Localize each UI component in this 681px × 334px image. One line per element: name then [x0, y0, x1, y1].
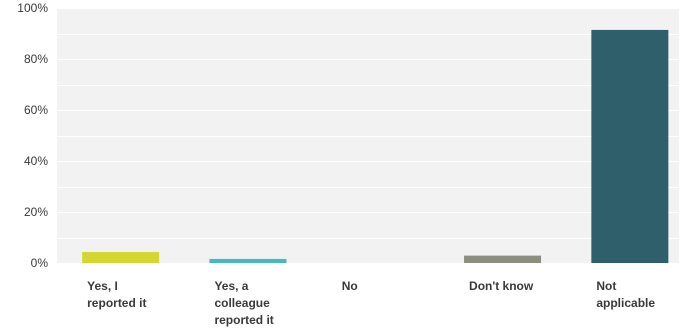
bars [82, 29, 669, 264]
y-tick-label: 60% [24, 103, 48, 117]
y-tick-label: 100% [17, 1, 48, 15]
x-tick-label-line: Don't know [469, 279, 534, 293]
bar [209, 258, 287, 263]
x-tick-label-line: applicable [596, 296, 655, 310]
bar [82, 252, 160, 263]
x-tick-label: No [342, 279, 358, 293]
x-tick-label-line: reported it [87, 296, 146, 310]
plot-area [57, 8, 679, 263]
x-tick-label-line: Yes, a [214, 279, 248, 293]
x-tick-label: Don't know [469, 279, 534, 293]
y-axis-ticks: 0% 20% 40% 60% 80% 100% [17, 1, 48, 270]
x-tick-label-line: Not [596, 279, 616, 293]
x-tick-label-line: reported it [214, 313, 273, 327]
x-axis-ticks: Yes, I reported it Yes, a colleague reported… [87, 279, 655, 327]
y-tick-label: 40% [24, 154, 48, 168]
y-tick-label: 0% [31, 256, 49, 270]
x-tick-label-line: Yes, I [87, 279, 118, 293]
x-tick-label-line: colleague [214, 296, 270, 310]
gridlines [57, 8, 679, 264]
x-tick-label: Not applicable [596, 279, 655, 310]
x-tick-label: Yes, a colleague reported it [214, 279, 273, 327]
y-tick-label: 20% [24, 205, 48, 219]
x-tick-label: Yes, I reported it [87, 279, 146, 310]
y-tick-label: 80% [24, 52, 48, 66]
bar [591, 29, 669, 264]
bar [464, 255, 542, 263]
x-tick-label-line: No [342, 279, 358, 293]
